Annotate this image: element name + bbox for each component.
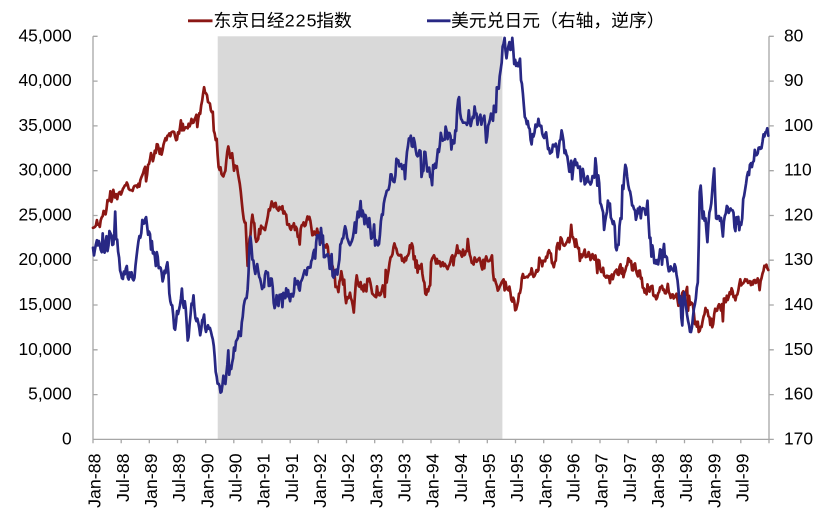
svg-text:Jan-96: Jan-96 [535,453,555,507]
svg-text:Jan-99: Jan-99 [704,453,724,507]
svg-text:90: 90 [784,70,803,90]
svg-text:160: 160 [784,384,813,404]
svg-text:80: 80 [784,25,803,45]
svg-text:Jan-91: Jan-91 [254,453,274,507]
svg-text:Jul-88: Jul-88 [113,453,133,502]
svg-text:45,000: 45,000 [18,25,71,45]
svg-text:225: 225 [285,11,318,31]
svg-text:110: 110 [784,160,812,180]
svg-text:Jul-90: Jul-90 [225,453,245,502]
svg-text:Jul-99: Jul-99 [732,453,752,502]
svg-text:150: 150 [784,339,813,359]
svg-text:25,000: 25,000 [18,205,71,225]
svg-text:130: 130 [784,249,813,269]
svg-text:35,000: 35,000 [18,115,71,135]
svg-text:Jul-93: Jul-93 [394,453,414,502]
svg-text:Jan-93: Jan-93 [366,453,386,507]
svg-text:Jul-97: Jul-97 [620,454,640,502]
svg-text:Jan-89: Jan-89 [141,453,161,507]
svg-text:120: 120 [784,205,813,225]
svg-text:Jul-92: Jul-92 [338,454,358,502]
svg-text:Jan-94: Jan-94 [423,453,443,507]
svg-text:Jul-91: Jul-91 [282,453,302,502]
svg-text:Jan-98: Jan-98 [648,453,668,507]
svg-text:170: 170 [784,428,813,448]
svg-text:Jan-95: Jan-95 [479,453,499,507]
svg-text:Jul-89: Jul-89 [169,453,189,502]
svg-text:40,000: 40,000 [18,70,71,90]
svg-text:20,000: 20,000 [18,249,71,269]
svg-text:100: 100 [784,115,813,135]
svg-text:Jul-96: Jul-96 [563,453,583,502]
svg-text:0: 0 [62,428,72,448]
svg-text:15,000: 15,000 [18,294,71,314]
svg-text:5,000: 5,000 [28,384,72,404]
svg-text:Jan-88: Jan-88 [85,453,105,507]
svg-text:Jul-95: Jul-95 [507,453,527,502]
svg-text:140: 140 [784,294,813,314]
svg-text:Jul-98: Jul-98 [676,453,696,502]
svg-text:10,000: 10,000 [18,339,71,359]
svg-text:Jan-90: Jan-90 [197,453,217,507]
svg-text:Jul-94: Jul-94 [451,453,471,502]
svg-text:Jan-97: Jan-97 [592,454,612,508]
svg-text:30,000: 30,000 [18,160,71,180]
svg-text:Jan-92: Jan-92 [310,454,330,508]
